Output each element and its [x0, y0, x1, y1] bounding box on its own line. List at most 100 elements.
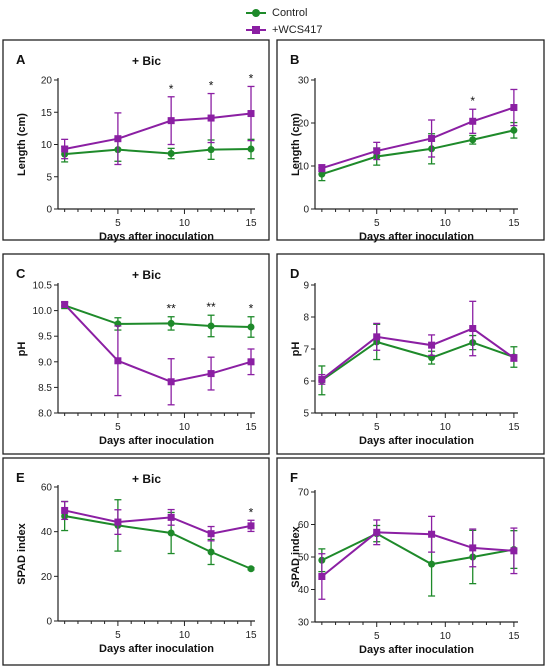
y-axis-label: pH — [290, 342, 302, 357]
y-tick-label: 6 — [303, 377, 309, 388]
panel-letter: C — [16, 266, 26, 281]
panel-e: E + Bic 0 20 40 60 5 10 15 Days after inoculation… — [2, 457, 270, 666]
data-point — [373, 333, 381, 341]
y-axis-label: SPAD index — [290, 525, 302, 587]
data-point — [207, 114, 215, 122]
data-point — [428, 560, 436, 568]
x-axis-label: Days after inoculation — [99, 643, 214, 655]
y-tick-label: 5 — [46, 172, 52, 183]
y-tick-label: 9 — [303, 281, 309, 292]
significance-mark: ** — [206, 300, 216, 314]
series-line — [64, 304, 252, 328]
panel-f: F 30 40 50 60 70 5 10 15 Days after inoculation SP… — [276, 457, 545, 666]
y-axis-label: SPAD index — [16, 522, 28, 584]
panel-title: + Bic — [132, 472, 161, 486]
y-tick-label: 10.0 — [33, 306, 53, 317]
data-point — [318, 573, 326, 580]
data-point — [247, 145, 255, 153]
data-point — [114, 357, 122, 365]
significance-mark: * — [249, 505, 254, 519]
significance-mark: * — [470, 94, 475, 108]
series-control — [61, 137, 255, 163]
data-point — [469, 325, 477, 333]
panel-d: D 5 6 7 8 9 5 10 15 Days after inoculation pH — [276, 253, 545, 455]
y-axis-label: Length (cm) — [290, 113, 302, 176]
y-axis-label: pH — [16, 342, 28, 357]
significance-mark: * — [209, 79, 214, 93]
x-tick-label: 5 — [115, 218, 121, 229]
x-tick-label: 15 — [245, 422, 257, 433]
panel-frame — [276, 39, 545, 241]
panel-frame — [276, 253, 545, 455]
y-tick-label: 40 — [41, 527, 53, 538]
y-tick-label: 30 — [298, 618, 310, 629]
y-tick-label: 8 — [303, 313, 309, 324]
data-point — [114, 135, 122, 143]
y-tick-label: 10 — [41, 140, 53, 151]
panel-title: + Bic — [132, 54, 161, 68]
series-line — [64, 112, 252, 150]
y-tick-label: 5 — [303, 409, 309, 420]
x-axis-label: Days after inoculation — [359, 231, 474, 243]
series-wcs417 — [318, 88, 518, 173]
legend-label-control: Control — [272, 6, 308, 19]
y-tick-label: 0 — [303, 205, 309, 216]
x-axis-label: Days after inoculation — [359, 435, 474, 447]
series-wcs417 — [61, 300, 255, 406]
x-tick-label: 15 — [508, 218, 520, 229]
legend-item-wcs417: +WCS417 — [246, 21, 322, 38]
x-tick-label: 15 — [508, 422, 520, 433]
data-point — [247, 565, 255, 573]
y-tick-label: 50 — [298, 553, 310, 564]
x-tick-label: 15 — [245, 218, 257, 229]
y-tick-label: 20 — [41, 76, 53, 87]
y-tick-label: 40 — [298, 585, 310, 596]
legend-item-control: Control — [246, 4, 322, 21]
data-point — [373, 147, 381, 155]
x-tick-label: 5 — [115, 630, 121, 641]
series-control — [61, 499, 255, 573]
series-line — [64, 148, 252, 156]
data-point — [428, 530, 436, 538]
data-point — [207, 370, 215, 378]
data-point — [318, 164, 326, 172]
y-tick-label: 20 — [41, 572, 53, 583]
panel-letter: E — [16, 470, 25, 485]
panel-c: C + Bic 8.0 8.5 9.0 9.5 10.0 10.5 5 10 15 Days afte… — [2, 253, 270, 455]
x-axis-label: Days after inoculation — [99, 231, 214, 243]
y-tick-label: 0 — [46, 205, 52, 216]
data-point — [61, 300, 69, 308]
data-point — [318, 375, 326, 383]
series-wcs417 — [61, 85, 255, 166]
data-point — [247, 522, 255, 530]
panel-frame — [2, 457, 270, 666]
y-axis-label: Length (cm) — [16, 113, 28, 176]
x-axis-label: Days after inoculation — [359, 644, 474, 656]
y-tick-label: 10 — [298, 162, 310, 173]
series-line — [64, 515, 252, 570]
panel-letter: F — [290, 470, 298, 485]
data-point — [469, 136, 477, 144]
panel-frame — [276, 457, 545, 666]
panel-a: A + Bic 0 5 10 15 20 5 10 15 Days after inoculatio… — [2, 39, 270, 243]
x-tick-label: 10 — [440, 631, 452, 642]
significance-mark: ** — [166, 302, 176, 316]
y-tick-label: 10.5 — [33, 281, 53, 292]
x-tick-label: 10 — [179, 218, 191, 229]
data-point — [167, 319, 175, 327]
data-point — [428, 134, 436, 142]
data-point — [373, 528, 381, 536]
y-tick-label: 30 — [298, 76, 310, 87]
data-point — [247, 358, 255, 366]
panel-letter: B — [290, 52, 299, 67]
legend-swatch-wcs417 — [246, 24, 266, 36]
legend-swatch-control — [246, 7, 266, 19]
data-point — [469, 544, 477, 552]
panel-frame — [2, 253, 270, 455]
panel-b: B 0 10 20 30 5 10 15 Days after inoculation Lengt… — [276, 39, 545, 243]
data-point — [167, 513, 175, 521]
data-point — [167, 529, 175, 537]
data-point — [510, 104, 518, 112]
data-point — [61, 145, 69, 153]
data-point — [207, 530, 215, 538]
